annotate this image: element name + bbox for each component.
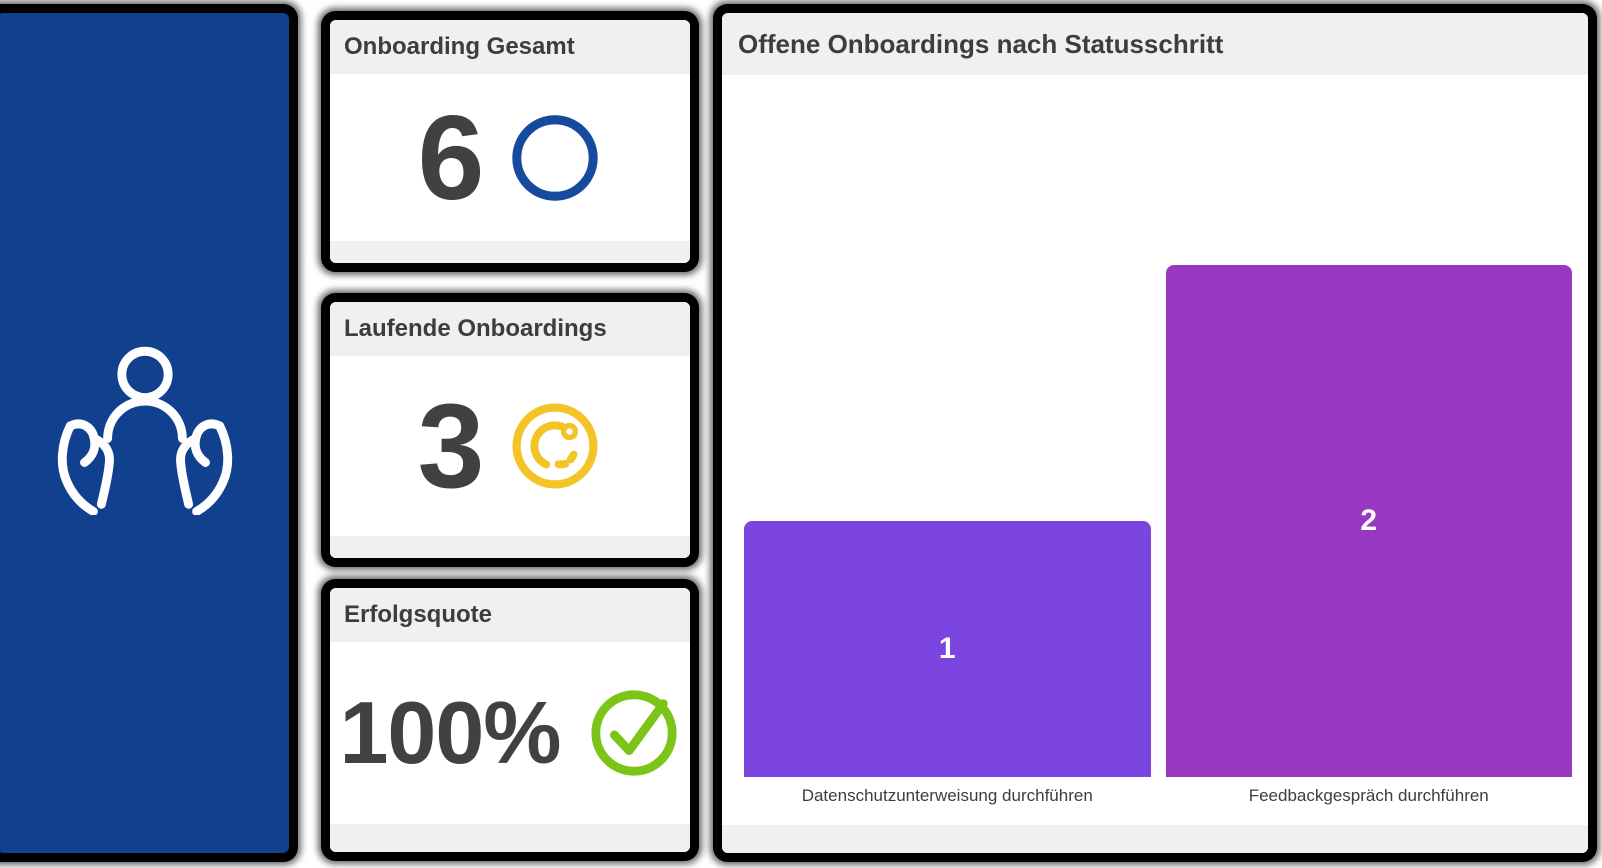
kpi-card-onboarding-gesamt: Onboarding Gesamt 6 [330, 20, 690, 263]
chart-title: Offene Onboardings nach Statusschritt [722, 13, 1588, 75]
in-progress-circle-icon [512, 403, 598, 489]
bar-category-label: Datenschutzunterweisung durchführen [801, 786, 1093, 805]
sidebar [0, 13, 289, 853]
card-footer [330, 536, 690, 558]
person-in-caring-hands-icon [57, 346, 232, 515]
bar-group-datenschutzunterweisung: 1 Datenschutzunterweisung durchführen [744, 75, 1151, 805]
card-footer [330, 241, 690, 263]
card-title: Erfolgsquote [330, 588, 690, 642]
bar-group-feedbackgespraech: 2 Feedbackgespräch durchführen [1165, 75, 1572, 805]
bar-category-label: Feedbackgespräch durchführen [1248, 786, 1489, 805]
card-title: Onboarding Gesamt [330, 20, 690, 74]
kpi-value: 3 [417, 379, 485, 513]
card-body: 6 [330, 74, 690, 241]
kpi-card-erfolgsquote: Erfolgsquote 100% [330, 588, 690, 852]
kpi-value: 100% [339, 683, 561, 782]
plot-area: 1 Datenschutzunterweisung durchführen 2 … [744, 75, 1572, 805]
check-circle-icon [590, 690, 677, 776]
kpi-value: 6 [417, 90, 485, 225]
chart-footer [722, 825, 1588, 853]
circle-outline-icon [512, 114, 599, 201]
card-footer [330, 824, 690, 852]
bar-value-label: 1 [938, 632, 956, 665]
chart-panel: Offene Onboardings nach Statusschritt 1 … [722, 13, 1588, 853]
bar-chart: 1 Datenschutzunterweisung durchführen 2 … [722, 75, 1588, 825]
bar-datenschutzunterweisung[interactable]: 1 [744, 521, 1151, 777]
card-body: 3 [330, 356, 690, 536]
bar-value-label: 2 [1360, 504, 1378, 537]
bar-feedbackgespraech[interactable]: 2 [1165, 265, 1572, 777]
card-title: Laufende Onboardings [330, 302, 690, 356]
card-body: 100% [330, 642, 690, 824]
kpi-card-laufende-onboardings: Laufende Onboardings 3 [330, 302, 690, 558]
